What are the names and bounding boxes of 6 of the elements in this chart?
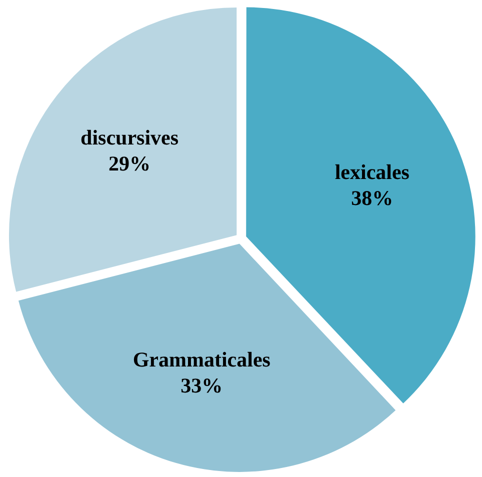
data-label: 29% (108, 151, 151, 176)
data-label: 38% (351, 186, 394, 210)
slice-label: lexicales (334, 160, 410, 184)
data-label: 33% (180, 373, 223, 398)
slice-label: Grammaticales (132, 347, 270, 372)
slice-label: discursives (80, 125, 179, 150)
